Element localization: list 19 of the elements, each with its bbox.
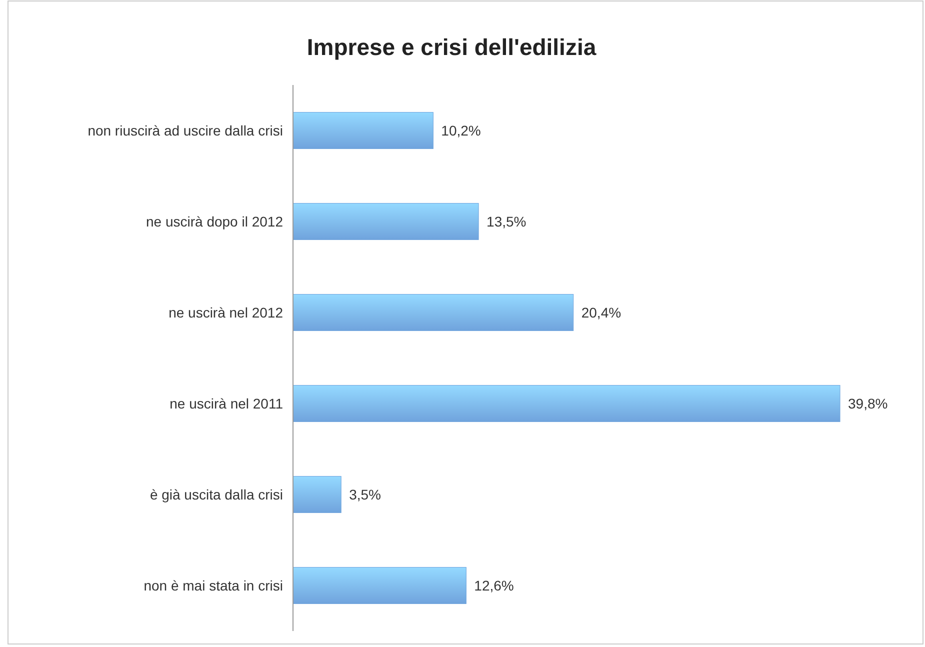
data-label: 20,4% [581, 304, 622, 320]
bar [292, 112, 434, 149]
bar [292, 294, 574, 331]
data-label: 13,5% [486, 213, 526, 230]
y-tick-label: ne uscirà dopo il 2012 [146, 213, 284, 230]
data-label: 3,5% [349, 486, 382, 502]
bar [292, 203, 479, 240]
y-tick-label: non riuscirà ad uscire dalla crisi [88, 122, 283, 138]
y-tick-label: ne uscirà nel 2011 [170, 395, 284, 412]
bar [292, 476, 342, 513]
bar [292, 385, 840, 422]
y-tick-label: non è mai stata in crisi [144, 577, 283, 594]
data-label: 12,6% [474, 577, 514, 594]
bar [292, 567, 466, 604]
data-label: 10,2% [441, 122, 481, 138]
chart-title: Imprese e crisi dell'edilizia [306, 34, 596, 60]
data-label: 39,8% [848, 395, 888, 412]
y-tick-label: ne uscirà nel 2012 [168, 304, 284, 320]
y-tick-label: è già uscita dalla crisi [150, 486, 283, 502]
